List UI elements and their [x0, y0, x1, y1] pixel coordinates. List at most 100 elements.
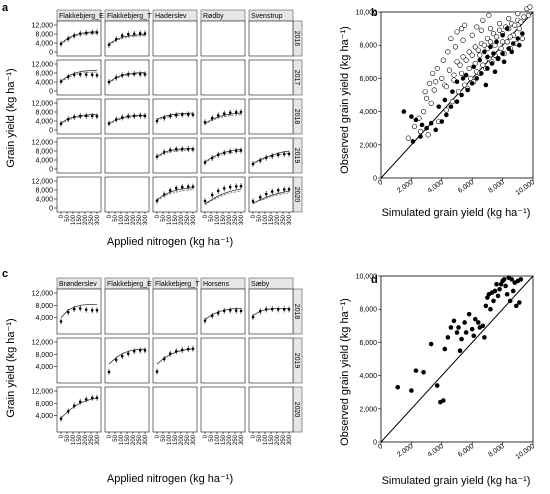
- observed-point: [155, 370, 159, 373]
- observed-point: [191, 347, 195, 351]
- x-tick-label: 200: [275, 214, 281, 225]
- panel-c-y-axis-label: Grain yield (kg ha⁻¹): [5, 318, 17, 417]
- facet-cell: [248, 98, 294, 135]
- observed-point: [84, 73, 88, 76]
- observed-point: [162, 116, 166, 120]
- observed-point: [258, 159, 262, 162]
- facet-strip-year-label: 2016: [293, 31, 300, 47]
- open-point: [460, 54, 466, 60]
- x-tick-label: 150: [77, 434, 83, 445]
- observed-point: [168, 148, 172, 152]
- x-tick-label: 150: [221, 214, 227, 225]
- y-tick-label: 0: [49, 206, 53, 213]
- open-point: [446, 67, 453, 73]
- observed-point: [270, 307, 274, 311]
- observed-point: [180, 113, 184, 116]
- filled-point: [495, 293, 501, 299]
- filled-point: [436, 104, 442, 109]
- observed-point: [210, 116, 214, 120]
- filled-point: [517, 300, 522, 305]
- observed-point: [78, 307, 82, 310]
- x-tick-label: 250: [233, 214, 239, 225]
- panel-a-y-axis-label: Grain yield (kg ha⁻¹): [5, 68, 17, 167]
- simulated-line: [108, 34, 146, 45]
- y-tick-label: 8,000: [35, 32, 53, 39]
- open-point: [469, 52, 475, 58]
- observed-point: [162, 357, 166, 361]
- panel-c-x-axis-label: Applied nitrogen (kg ha⁻¹): [107, 473, 233, 485]
- observed-point: [270, 154, 274, 158]
- open-point: [434, 65, 440, 72]
- x-tick-label: 100: [215, 214, 221, 225]
- filled-point: [428, 120, 434, 126]
- y-tick-label: 10,000: [356, 10, 378, 17]
- observed-point: [59, 320, 63, 323]
- open-point: [430, 70, 436, 77]
- y-tick-label: 0: [49, 89, 53, 96]
- x-tick-label: 0: [107, 214, 113, 218]
- observed-point: [66, 410, 70, 413]
- observed-point: [276, 308, 280, 311]
- panel-c-facet-grid: Brønderslev Flakkebjerg_E Flakkebjerg_T Hor…: [32, 277, 303, 445]
- observed-point: [168, 114, 172, 118]
- filled-point: [454, 99, 460, 104]
- observed-point: [107, 370, 111, 374]
- observed-point: [239, 184, 243, 188]
- observed-point: [191, 113, 195, 116]
- y-tick-label: 12,000: [32, 23, 54, 30]
- x-tick-label: 0: [59, 434, 65, 438]
- observed-point: [114, 76, 118, 79]
- filled-point: [483, 82, 489, 88]
- observed-point: [95, 114, 99, 118]
- observed-point: [191, 185, 195, 188]
- filled-point: [513, 303, 519, 309]
- filled-point: [510, 288, 516, 294]
- observed-point: [282, 308, 286, 311]
- simulated-line-dashed: [60, 71, 98, 83]
- filled-point: [413, 368, 419, 373]
- facet-cell: [200, 288, 246, 335]
- observed-point: [234, 185, 238, 188]
- panel-d-y-axis-label: Observed grain yield (kg ha⁻¹): [339, 298, 351, 446]
- facet-cell: [56, 386, 102, 433]
- observed-point: [222, 112, 226, 115]
- filled-point: [507, 298, 513, 304]
- observed-point: [59, 80, 63, 83]
- y-tick-label: 8,000: [35, 352, 53, 359]
- filled-point: [495, 56, 501, 61]
- open-point: [463, 57, 469, 63]
- filled-point: [459, 92, 464, 98]
- y-tick-label: 2,000: [359, 406, 377, 413]
- open-point: [493, 34, 500, 40]
- open-point: [448, 35, 454, 42]
- x-tick-label: 50: [257, 434, 263, 441]
- x-tick-label: 200: [275, 434, 281, 445]
- observed-point: [143, 114, 147, 118]
- observed-point: [282, 188, 286, 191]
- open-point: [475, 47, 481, 53]
- facet-cell: [248, 176, 294, 213]
- open-point: [454, 29, 460, 35]
- observed-point: [72, 404, 76, 408]
- open-point: [422, 89, 428, 95]
- observed-point: [90, 73, 94, 77]
- x-tick-label: 200: [227, 214, 233, 225]
- facet-strip-label: Svenstrup: [251, 13, 283, 20]
- observed-point: [162, 150, 166, 154]
- x-tick-label: 250: [233, 434, 239, 445]
- x-tick-label: 250: [185, 434, 191, 445]
- filled-point: [497, 286, 502, 292]
- observed-point: [107, 122, 111, 125]
- observed-point: [222, 309, 226, 313]
- observed-point: [84, 398, 88, 401]
- filled-point: [485, 54, 490, 60]
- observed-point: [264, 192, 268, 196]
- filled-point: [492, 69, 498, 75]
- simulated-line-dashed: [156, 189, 194, 202]
- y-tick-label: 12,000: [32, 101, 54, 108]
- observed-point: [84, 31, 88, 35]
- simulated-line: [204, 188, 242, 205]
- filled-point: [491, 51, 496, 56]
- x-tick-label: 300: [95, 434, 101, 445]
- observed-point: [239, 110, 243, 114]
